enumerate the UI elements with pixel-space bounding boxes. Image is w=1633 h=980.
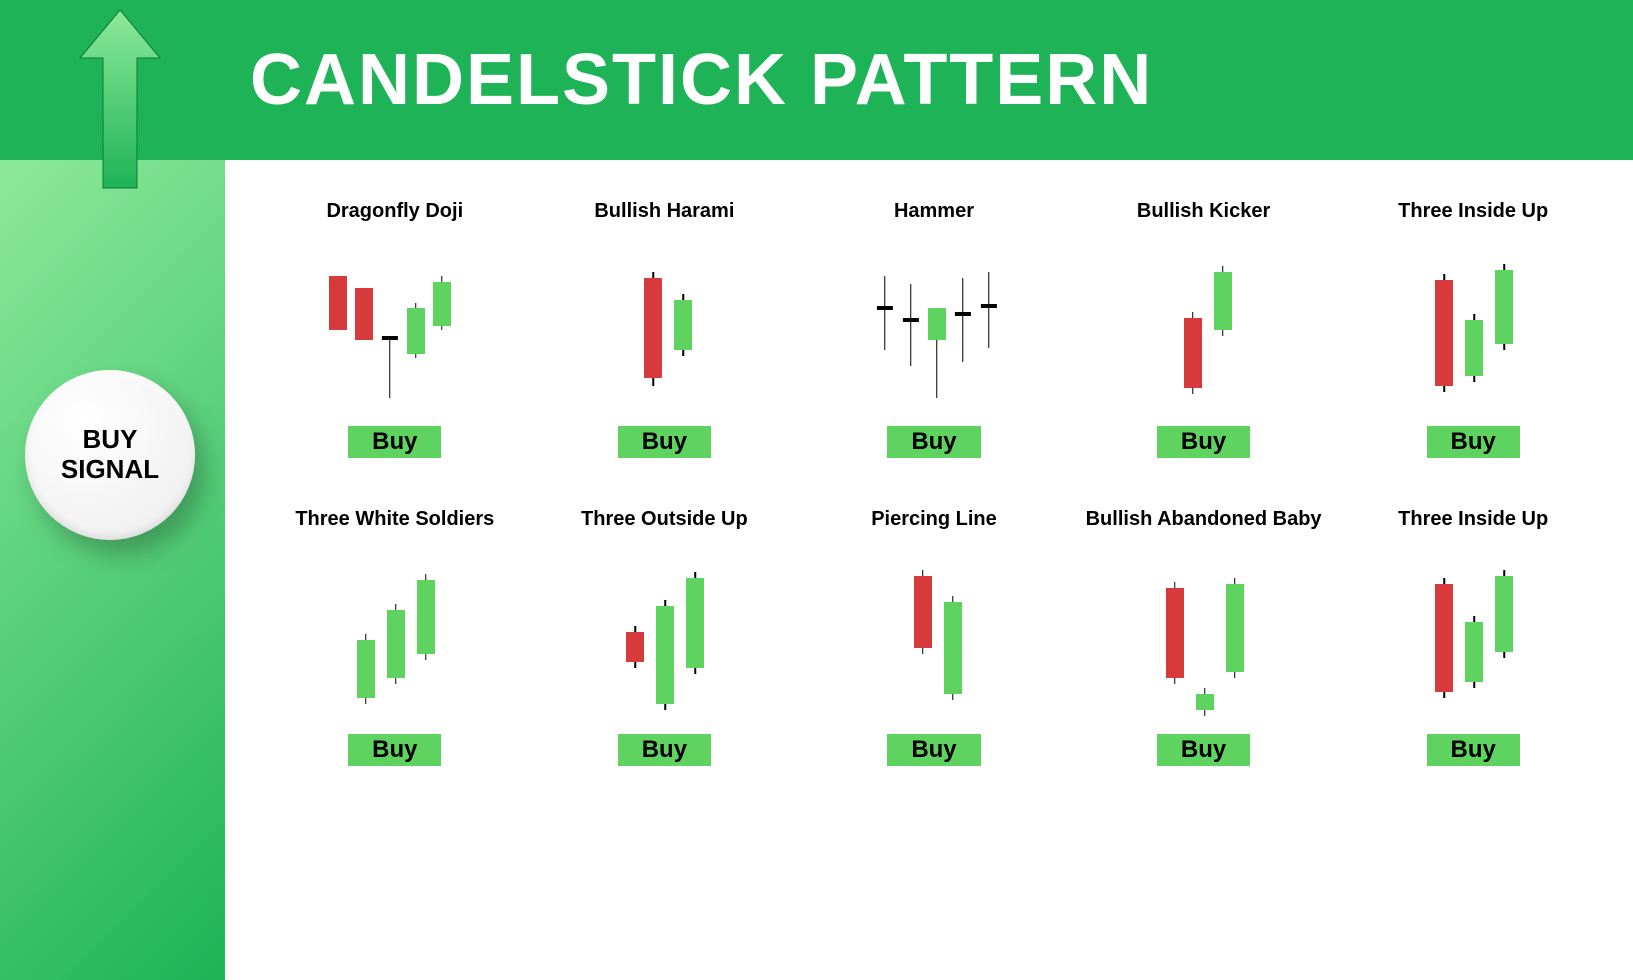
- doji-candle: [954, 258, 972, 418]
- doji-candle: [381, 258, 399, 418]
- bull-candle: [407, 258, 425, 418]
- pattern-row: Dragonfly DojiBuyBullish HaramiBuyHammer…: [265, 200, 1603, 458]
- doji-candle: [980, 258, 998, 418]
- bull-candle: [1495, 566, 1513, 726]
- pattern-card: Three Inside Up Buy: [1343, 508, 1603, 766]
- bull-candle: [928, 258, 946, 418]
- bull-candle: [433, 258, 451, 418]
- bull-candle: [1214, 258, 1232, 418]
- bull-candle: [417, 566, 435, 726]
- pattern-title: Piercing Line: [871, 508, 997, 556]
- candlestick-chart: [844, 258, 1024, 418]
- bull-candle: [1226, 566, 1244, 726]
- bull-candle: [674, 258, 692, 418]
- pattern-row: Three White Soldiers Buy Three Outside Up B…: [265, 508, 1603, 766]
- bull-candle: [357, 566, 375, 726]
- doji-candle: [876, 258, 894, 418]
- candlestick-chart: [1114, 566, 1294, 726]
- candlestick-chart: [844, 566, 1024, 726]
- buy-tag: Buy: [1427, 734, 1520, 766]
- up-arrow-icon: [75, 10, 165, 200]
- buy-tag: Buy: [1427, 426, 1520, 458]
- doji-candle: [902, 258, 920, 418]
- pattern-title: Three Inside Up: [1398, 200, 1548, 248]
- bear-candle: [1435, 258, 1453, 418]
- bear-candle: [355, 258, 373, 418]
- pattern-title: Dragonfly Doji: [326, 200, 463, 248]
- bear-candle: [1435, 566, 1453, 726]
- candlestick-chart: [574, 566, 754, 726]
- pattern-card: Three White Soldiers Buy: [265, 508, 525, 766]
- pattern-card: Three Inside Up Buy: [1343, 200, 1603, 458]
- pattern-card: Bullish Harami Buy: [535, 200, 795, 458]
- pattern-title: Bullish Harami: [594, 200, 734, 248]
- pattern-card: Hammer Buy: [804, 200, 1064, 458]
- badge-text: BUY SIGNAL: [61, 425, 159, 485]
- bull-candle: [656, 566, 674, 726]
- buy-tag: Buy: [887, 426, 980, 458]
- bull-candle: [944, 566, 962, 726]
- pattern-card: Piercing Line Buy: [804, 508, 1064, 766]
- pattern-title: Three Outside Up: [581, 508, 748, 556]
- bull-candle: [1495, 258, 1513, 418]
- pattern-card: Three Outside Up Buy: [535, 508, 795, 766]
- candlestick-chart: [305, 566, 485, 726]
- pattern-card: Bullish Kicker Buy: [1074, 200, 1334, 458]
- candlestick-chart: [574, 258, 754, 418]
- buy-tag: Buy: [348, 734, 441, 766]
- header: CANDELSTICK PATTERN: [0, 0, 1633, 160]
- bull-candle: [1465, 566, 1483, 726]
- pattern-card: Bullish Abandoned Baby Buy: [1074, 508, 1334, 766]
- bull-candle: [1196, 566, 1214, 726]
- pattern-card: Dragonfly Doji Buy: [265, 200, 525, 458]
- candlestick-chart: [1383, 566, 1563, 726]
- buy-tag: Buy: [618, 426, 711, 458]
- pattern-title: Hammer: [894, 200, 974, 248]
- page-title: CANDELSTICK PATTERN: [250, 39, 1153, 121]
- buy-tag: Buy: [887, 734, 980, 766]
- pattern-title: Bullish Abandoned Baby: [1086, 508, 1322, 556]
- bull-candle: [1465, 258, 1483, 418]
- buy-tag: Buy: [1157, 734, 1250, 766]
- bear-candle: [626, 566, 644, 726]
- patterns-grid: Dragonfly DojiBuyBullish HaramiBuyHammer…: [225, 160, 1633, 980]
- buy-signal-badge: BUY SIGNAL: [25, 370, 195, 540]
- badge-line2: SIGNAL: [61, 454, 159, 484]
- candlestick-chart: [1383, 258, 1563, 418]
- sidebar: [0, 160, 225, 980]
- candlestick-chart: [1114, 258, 1294, 418]
- buy-tag: Buy: [1157, 426, 1250, 458]
- bear-candle: [1184, 258, 1202, 418]
- pattern-title: Three White Soldiers: [295, 508, 494, 556]
- bull-candle: [686, 566, 704, 726]
- candlestick-chart: [305, 258, 485, 418]
- pattern-title: Bullish Kicker: [1137, 200, 1270, 248]
- bear-candle: [644, 258, 662, 418]
- buy-tag: Buy: [348, 426, 441, 458]
- pattern-title: Three Inside Up: [1398, 508, 1548, 556]
- bear-candle: [329, 258, 347, 418]
- bear-candle: [914, 566, 932, 726]
- badge-line1: BUY: [83, 424, 138, 454]
- bear-candle: [1166, 566, 1184, 726]
- bull-candle: [387, 566, 405, 726]
- buy-tag: Buy: [618, 734, 711, 766]
